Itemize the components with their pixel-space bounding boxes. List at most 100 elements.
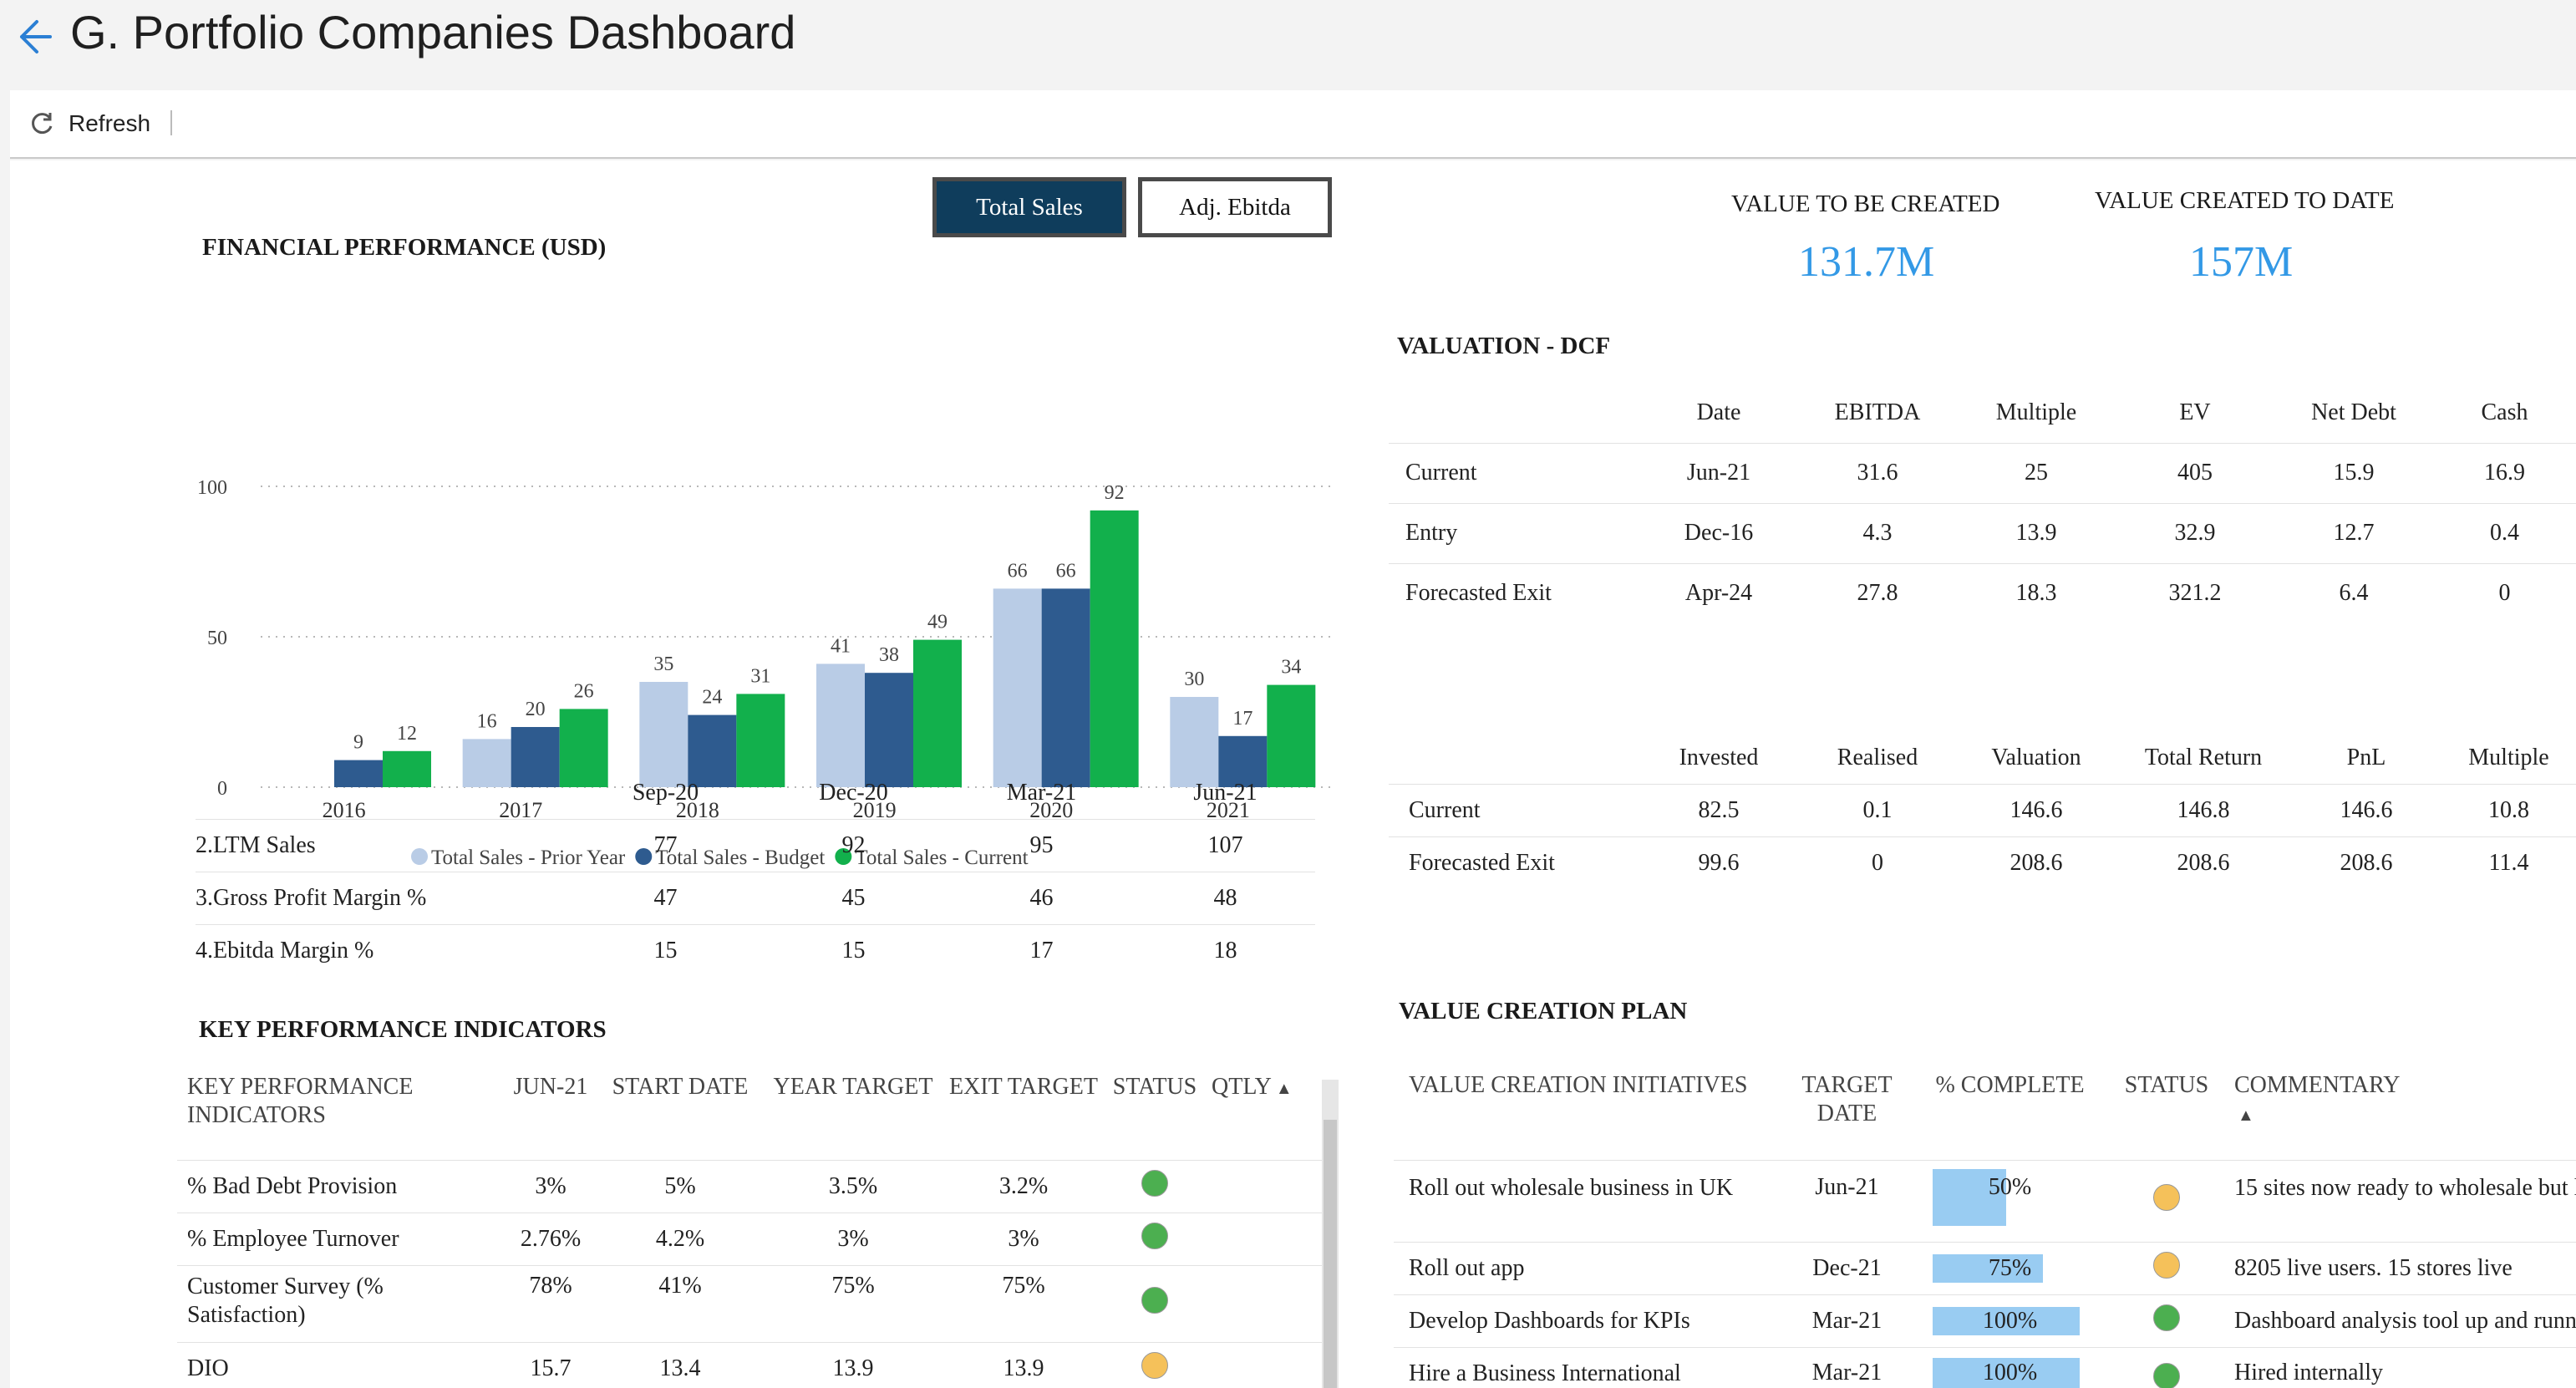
x-tick-label: 2019 (853, 798, 897, 822)
sort-up-icon[interactable]: ▲ (2238, 1106, 2254, 1125)
vcp-col-header[interactable]: STATUS (2124, 1072, 2209, 1098)
kpi-col-header[interactable]: START DATE (612, 1074, 749, 1100)
dcf-row-label: Entry (1389, 502, 1639, 563)
vcp-col-header[interactable]: % COMPLETE (1935, 1072, 2085, 1098)
x-tick-label: 2016 (323, 798, 366, 822)
kpi-col-header[interactable]: STATUS (1112, 1074, 1197, 1100)
returns-value: 146.6 (2291, 783, 2441, 836)
dcf-value: Jun-21 (1639, 442, 1798, 503)
progress-bar (1933, 1253, 2043, 1283)
status-dot (2153, 1184, 2180, 1211)
returns-col-header (1389, 732, 1639, 784)
arrow-left-icon[interactable] (12, 15, 55, 58)
returns-col-header: PnL (2346, 744, 2386, 770)
table-row: DIO 15.7 13.4 13.9 13.9 (177, 1341, 1322, 1388)
toolbar-divider (170, 110, 172, 135)
chart-bar (1090, 510, 1139, 787)
sort-up-icon[interactable]: ▲ (1271, 1080, 1293, 1098)
vcp-pct-label: 100% (1982, 1359, 2038, 1385)
dcf-value: 27.8 (1798, 562, 1957, 623)
vcp-col-header[interactable]: TARGET DATE (1801, 1072, 1893, 1126)
table-row: 4.Ebitda Margin % 15 15 17 18 (196, 923, 1315, 977)
status-dot (1141, 1351, 1168, 1379)
kpi-col-header[interactable]: YEAR TARGET (773, 1074, 933, 1100)
returns-row-label: Forecasted Exit (1389, 836, 1639, 889)
returns-col-header: Total Return (2144, 744, 2263, 770)
data-label: 12 (397, 723, 417, 745)
metric-value: 17 (948, 923, 1136, 977)
vcp-target-date: Dec-21 (1778, 1241, 1916, 1294)
kpi-col-header[interactable]: KEY PERFORMANCE INDICATORS (187, 1074, 414, 1128)
dcf-row-label: Forecasted Exit (1389, 562, 1639, 623)
data-label: 16 (477, 710, 497, 732)
y-tick-label: 100 (197, 477, 227, 499)
returns-row-label: Current (1389, 783, 1639, 836)
refresh-button[interactable]: Refresh (28, 105, 150, 142)
kpi-scrollbar[interactable] (1322, 1080, 1339, 1388)
financial-performance-title: FINANCIAL PERFORMANCE (USD) (202, 234, 607, 261)
metric-value: 47 (572, 871, 760, 924)
kpi-name: Customer Survey (% Satisfaction) (177, 1264, 505, 1342)
dcf-value: 18.3 (1957, 562, 2116, 623)
table-row: Roll out wholesale business in UK Jun-21… (1394, 1159, 2576, 1242)
returns-col-header: Realised (1837, 744, 1918, 770)
data-label: 24 (702, 687, 722, 709)
metric-value: 92 (760, 818, 948, 872)
data-label: 9 (353, 732, 363, 754)
metrics-col-header: Mar-21 (1006, 779, 1077, 806)
kpi-year-target: 13.9 (764, 1341, 943, 1388)
data-label: 20 (526, 699, 546, 720)
dashboard-content: FINANCIAL PERFORMANCE (USD) Total Sales … (10, 160, 2576, 1388)
dcf-col-header: EV (2179, 399, 2211, 425)
chart-bar (1267, 684, 1316, 787)
metrics-table: Sep-20 Dec-20 Mar-21 Jun-21 2.LTM Sales … (196, 767, 1315, 977)
status-dot (2153, 1304, 2180, 1331)
chart-bar (462, 739, 511, 787)
dcf-col-header: Cash (2481, 399, 2528, 425)
kpi-jun21: 3% (505, 1159, 597, 1213)
metric-name: 4.Ebitda Margin % (196, 923, 572, 977)
dcf-value: Dec-16 (1639, 502, 1798, 563)
data-label: 35 (653, 653, 673, 675)
kpi-name: % Employee Turnover (177, 1212, 505, 1265)
dcf-value: Apr-24 (1639, 562, 1798, 623)
metrics-col-header: Sep-20 (632, 779, 699, 806)
data-label: 49 (927, 612, 948, 633)
returns-value: 208.6 (2291, 836, 2441, 889)
metric-name: 3.Gross Profit Margin % (196, 871, 572, 924)
returns-value: 146.8 (2116, 783, 2291, 836)
status-dot (1141, 1169, 1168, 1197)
dcf-value: 13.9 (1957, 502, 2116, 563)
adj-ebitda-toggle[interactable]: Adj. Ebitda (1138, 177, 1332, 237)
chart-bar (993, 588, 1042, 787)
dcf-col-header: Net Debt (2311, 399, 2396, 425)
kpi-exit-target: 13.9 (943, 1341, 1105, 1388)
total-sales-toggle[interactable]: Total Sales (932, 177, 1126, 237)
vcp-col-header[interactable]: VALUE CREATION INITIATIVES (1409, 1072, 1748, 1098)
value-created-to-date-label: VALUE CREATED TO DATE (2095, 187, 2395, 214)
dcf-col-header: Date (1696, 399, 1741, 425)
value-to-be-created-label: VALUE TO BE CREATED (1731, 191, 2000, 217)
data-label: 31 (750, 665, 770, 687)
status-dot (1141, 1287, 1168, 1314)
kpi-year-target: 75% (764, 1264, 943, 1342)
kpi-start: 4.2% (597, 1212, 764, 1265)
table-row: Forecasted Exit 99.6 0 208.6 208.6 208.6… (1389, 836, 2576, 889)
toolbar: Refresh (10, 90, 2576, 159)
vcp-progress-cell: 100% (1916, 1294, 2104, 1347)
returns-value: 10.8 (2441, 783, 2576, 836)
kpi-start: 5% (597, 1159, 764, 1213)
kpi-scrollbar-thumb[interactable] (1324, 1120, 1337, 1388)
y-tick-label: 50 (207, 628, 227, 649)
vcp-col-header[interactable]: COMMENTARY ▲ (2229, 1068, 2576, 1160)
kpi-col-header[interactable]: JUN-21 (513, 1074, 588, 1100)
chart-bar (688, 714, 737, 787)
kpi-col-header[interactable]: QTLY ▲ (1205, 1073, 1322, 1160)
returns-value: 99.6 (1639, 836, 1798, 889)
dcf-value: 4.3 (1798, 502, 1957, 563)
table-row: 3.Gross Profit Margin % 47 45 46 48 (196, 871, 1315, 924)
kpi-col-header[interactable]: EXIT TARGET (949, 1074, 1098, 1100)
refresh-label: Refresh (69, 110, 151, 136)
chart-bar (913, 639, 962, 787)
dcf-value: 12.7 (2274, 502, 2433, 563)
